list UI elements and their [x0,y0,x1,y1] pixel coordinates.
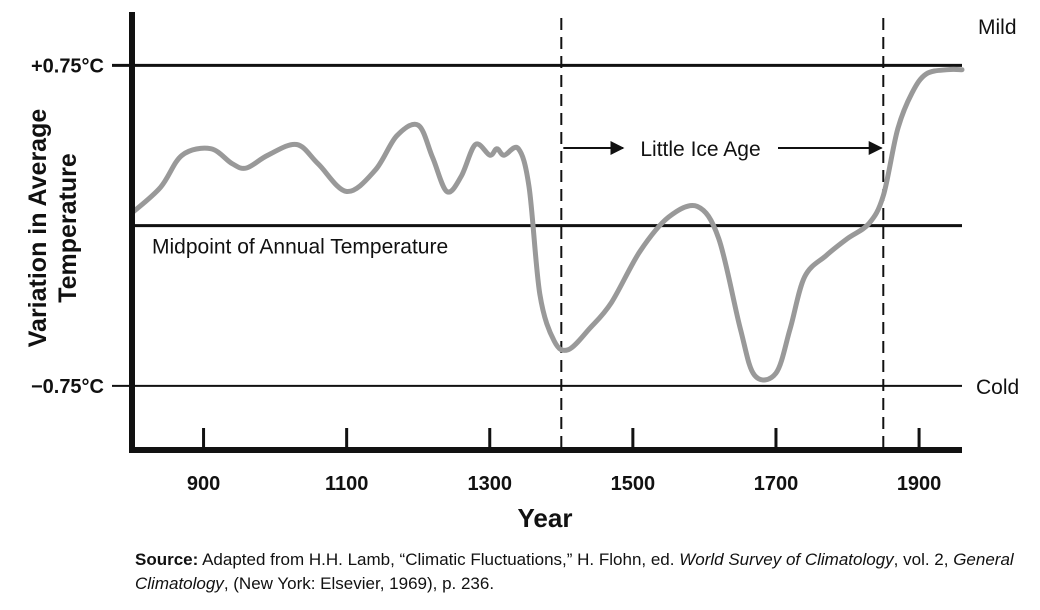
x-tick-label-1700: 1700 [754,473,799,495]
y-axis-title-line-1: Variation in Average [24,109,52,348]
x-tick-label-900: 900 [187,473,220,495]
source-label: Source: [135,550,199,569]
y-label-plus-075: +0.75°C [31,55,104,77]
y-label-minus-075: −0.75°C [31,376,104,398]
source-text-1: Adapted from H.H. Lamb, “Climatic Fluctu… [198,550,680,569]
y-axis-title: Variation in Average Temperature [24,109,82,348]
x-tick-label-1300: 1300 [468,473,513,495]
source-citation: Source: Adapted from H.H. Lamb, “Climati… [135,548,1015,596]
y-axis-title-line-2: Temperature [54,153,82,303]
source-title-2: General Climatology [135,550,1014,593]
midpoint-annotation: Midpoint of Annual Temperature [152,236,448,259]
temperature-series-line [129,66,965,383]
chart: Little Ice Age 900 1100 1300 1500 1700 1900 +… [24,12,1019,533]
little-ice-age-label: Little Ice Age [640,138,760,161]
cold-label: Cold [976,376,1019,399]
source-text-2: , vol. 2, [893,550,954,569]
mild-label: Mild [978,16,1017,39]
x-tick-label-1900: 1900 [897,473,942,495]
source-text-3: , (New York: Elsevier, 1969), p. 236. [223,574,495,593]
x-tick-label-1100: 1100 [325,473,368,495]
x-axis-ticks: 900 1100 1300 1500 1700 1900 [187,428,941,495]
source-title-1: World Survey of Climatology [679,550,894,569]
x-axis-title: Year [518,503,573,533]
x-tick-label-1500: 1500 [611,473,656,495]
